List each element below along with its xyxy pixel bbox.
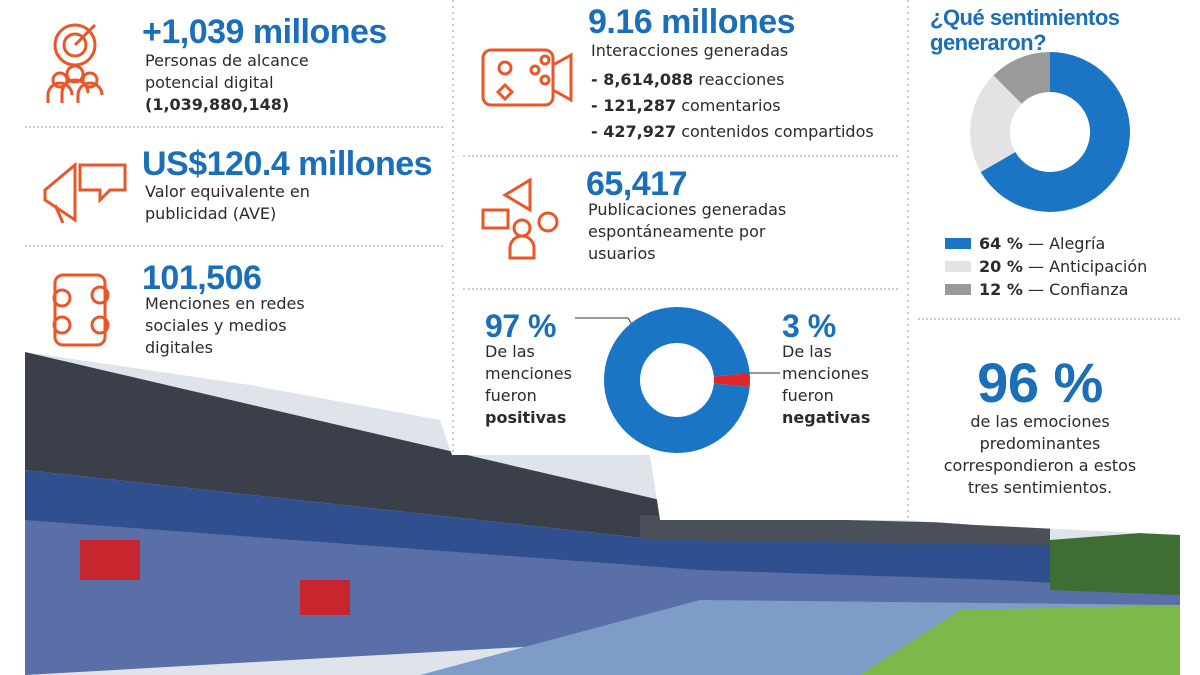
- donut-slice: [980, 52, 1130, 212]
- headline: 65,417: [586, 165, 688, 203]
- legend-separator: —: [1027, 234, 1044, 253]
- polarity-label: 3 %: [782, 308, 836, 344]
- legend: 64 % — Alegría 20 % — Anticipación 12 % — …: [945, 232, 1147, 301]
- legend-item: 20 % — Anticipación: [945, 255, 1147, 278]
- item-list: - 8,614,088 reacciones - 121,287 comenta…: [591, 67, 874, 145]
- summary-value: 96 %: [977, 351, 1103, 414]
- legend-item: 12 % — Confianza: [945, 278, 1147, 301]
- item-number: - 121,287: [591, 96, 677, 115]
- sentiments-title: ¿Qué sentimientos generaron?: [930, 5, 1120, 55]
- donut-slice: [603, 307, 750, 453]
- polarity-emphasis: negativas: [782, 408, 871, 427]
- legend-name: Alegría: [1049, 234, 1106, 253]
- donut-slice: [970, 75, 1022, 172]
- legend-separator: —: [1027, 257, 1044, 276]
- legend-swatch: [945, 284, 971, 295]
- legend-swatch: [945, 261, 971, 272]
- item-number: - 427,927: [591, 122, 677, 141]
- detail: (1,039,880,148): [145, 95, 290, 114]
- summary-text: de las emociones predominantes correspon…: [943, 412, 1137, 497]
- description: Publicaciones generadas espontáneamente …: [588, 200, 787, 263]
- polarity-text: De las menciones fueron negativas: [782, 341, 877, 429]
- donut-slice: [713, 373, 750, 387]
- headline: 9.16 millones: [588, 3, 796, 41]
- donut-slice: [993, 52, 1050, 104]
- item-number: - 8,614,088: [591, 70, 694, 89]
- legend-item: 64 % — Alegría: [945, 232, 1147, 255]
- polarity-label: 97 %: [485, 308, 556, 344]
- icons: [43, 23, 573, 347]
- headline: US$120.4 millones: [142, 145, 433, 183]
- item-text: comentarios: [681, 96, 781, 115]
- legend-value: 64 %: [979, 234, 1023, 253]
- polarity-emphasis: positivas: [485, 408, 567, 427]
- description: Valor equivalente en publicidad (AVE): [145, 182, 310, 223]
- description: Menciones en redes sociales y medios dig…: [145, 294, 305, 357]
- polarity-text: De las menciones fueron: [782, 342, 869, 405]
- legend-name: Confianza: [1049, 280, 1129, 299]
- legend-value: 12 %: [979, 280, 1023, 299]
- description: Interacciones generadas: [591, 41, 789, 60]
- item-text: contenidos compartidos: [681, 122, 874, 141]
- polarity-text: De las menciones fueron positivas: [485, 341, 580, 429]
- legend-separator: —: [1027, 280, 1044, 299]
- legend-name: Anticipación: [1049, 257, 1148, 276]
- headline: 101,506: [142, 259, 262, 297]
- legend-value: 20 %: [979, 257, 1023, 276]
- polarity-text: De las menciones fueron: [485, 342, 572, 405]
- donuts: [603, 52, 1130, 453]
- item-text: reacciones: [698, 70, 785, 89]
- legend-swatch: [945, 238, 971, 249]
- headline: +1,039 millones: [142, 13, 387, 51]
- description: Personas de alcance potencial digital: [145, 51, 309, 92]
